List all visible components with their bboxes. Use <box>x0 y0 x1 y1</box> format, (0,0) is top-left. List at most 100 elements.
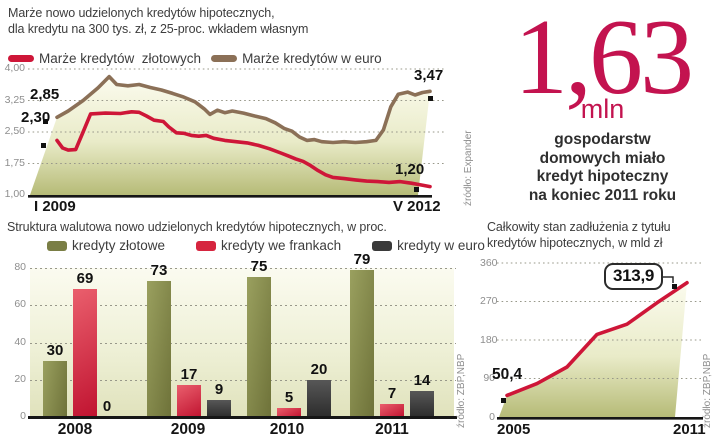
big-stat-description: gospodarstw domowych miało kredyt hipote… <box>485 131 720 205</box>
y-tick-label: 80 <box>14 261 26 273</box>
debt-title-line2: kredytów hipotecznych, w mld zł <box>487 235 663 250</box>
big-stat-desc-line4: na koniec 2011 roku <box>528 186 677 204</box>
margins-plot-svg <box>28 68 444 198</box>
y-tick-label: 60 <box>14 298 26 311</box>
debt-chart-title: Całkowity stan zadłużenia z tytułu kredy… <box>487 220 671 251</box>
euro-bar-swatch-icon <box>372 240 393 251</box>
big-stat-panel: 1,63 mln gospodarstw domowych miało kred… <box>485 0 720 215</box>
point-marker <box>414 187 419 192</box>
y-tick-label: 0 <box>20 410 26 422</box>
zloty-start-value-label: 2,30 <box>21 109 51 126</box>
bar-2010 <box>277 407 301 417</box>
y-tick-label: 4,00 <box>4 62 25 74</box>
gridline <box>30 305 456 307</box>
point-marker <box>672 284 677 289</box>
currency-plot: 30 69 0 73 17 9 75 5 20 79 7 14 <box>30 251 456 417</box>
x-axis-year-label: 2011 <box>375 421 409 438</box>
debt-plot <box>497 255 703 421</box>
frank-bar-swatch-icon <box>196 240 217 251</box>
y-tick-label: 90 <box>483 372 495 384</box>
debt-chart-panel: Całkowity stan zadłużenia z tytułu kredy… <box>480 215 720 448</box>
legend-label-zloty: Marże kredytów złotowych <box>39 51 202 66</box>
y-tick-label: 180 <box>480 333 498 346</box>
big-stat-unit: mln <box>580 94 625 124</box>
big-stat-desc-line3: kredyt hipoteczny <box>536 168 669 185</box>
gridline <box>30 268 456 269</box>
zloty-bar-swatch-icon <box>47 240 67 251</box>
debt-plot-svg <box>497 262 703 420</box>
bar-2008 <box>73 288 97 417</box>
currency-source: źródło: ZBP,NBP <box>456 353 467 428</box>
y-tick-label: 1,00 <box>4 188 25 200</box>
y-tick-label: 360 <box>480 256 498 269</box>
legend-item-zloty: Marże kredytów złotowych <box>8 51 201 66</box>
bar-value-label: 20 <box>310 360 328 378</box>
debt-start-value-label: 50,4 <box>492 366 523 383</box>
zloty-line-swatch-icon <box>8 55 34 62</box>
bar-2010 <box>307 379 331 417</box>
zloty-margin-line <box>55 109 432 189</box>
euro-line-swatch-icon <box>211 55 238 62</box>
legend-item-eurobar: kredyty w euro <box>372 238 485 253</box>
y-tick-label: 20 <box>14 372 26 385</box>
bar-value-label: 30 <box>46 342 64 360</box>
y-tick-label: 0 <box>489 410 495 423</box>
gridline <box>30 379 456 381</box>
bar-value-label: 73 <box>150 262 168 279</box>
margins-title-line1: Marże nowo udzielonych kredytów hipotecz… <box>8 6 275 20</box>
legend-label-eurobar: kredyty w euro <box>397 238 485 253</box>
x-axis-start-label: I 2009 <box>34 198 76 215</box>
bar-2009 <box>147 281 171 417</box>
currency-structure-panel: Struktura walutowa nowo udzielonych kred… <box>0 215 485 448</box>
point-marker <box>43 119 48 124</box>
currency-chart-title: Struktura walutowa nowo udzielonych kred… <box>7 220 387 234</box>
big-stat-desc-line2: domowych miało <box>539 149 666 167</box>
bar-value-label: 69 <box>76 269 94 287</box>
y-tick-label: 2,50 <box>4 125 25 137</box>
bar-value-label: 75 <box>250 258 268 276</box>
bar-value-label: 9 <box>214 381 224 399</box>
currency-x-axis <box>28 416 457 419</box>
euro-margin-line <box>55 74 432 145</box>
bar-value-label: 5 <box>284 388 294 406</box>
legend-label-franki: kredyty we frankach <box>221 238 342 253</box>
bar-2011 <box>380 404 404 417</box>
debt-source: źródło: ZBP,NBP <box>702 353 713 428</box>
currency-legend: kredyty złotowe kredyty we frankach kred… <box>47 238 485 253</box>
bar-2010 <box>247 277 271 417</box>
margins-legend: Marże kredytów złotowych Marże kredytów … <box>8 51 382 66</box>
big-stat-desc-line1: gospodarstw <box>554 131 651 148</box>
euro-area-fill <box>30 76 430 195</box>
debt-x-end-label: 2011 <box>673 421 706 438</box>
euro-start-value-label: 2,85 <box>30 86 60 103</box>
bar-value-label: 17 <box>180 366 198 384</box>
y-tick-label: 1,75 <box>4 156 25 169</box>
margins-chart-title: Marże nowo udzielonych kredytów hipotecz… <box>8 6 308 37</box>
point-marker <box>41 143 46 148</box>
y-tick-label: 40 <box>14 335 26 348</box>
legend-item-zlotowe: kredyty złotowe <box>47 238 165 253</box>
bar-value-label: 0 <box>102 398 112 415</box>
bar-2009 <box>207 400 231 417</box>
debt-end-callout: 313,9 <box>604 263 664 290</box>
legend-item-euro: Marże kredytów w euro <box>211 51 382 66</box>
legend-label-zlotowe: kredyty złotowe <box>72 238 166 253</box>
bar-value-label: 79 <box>353 250 371 268</box>
debt-x-start-label: 2005 <box>497 421 531 438</box>
zloty-end-value-label: 1,20 <box>395 161 425 178</box>
bar-2011 <box>350 269 374 417</box>
gridline <box>30 342 456 344</box>
margins-plot <box>28 66 444 199</box>
margins-source: źródło: Expander <box>463 130 474 206</box>
bar-2009 <box>177 385 201 417</box>
point-marker <box>428 96 433 101</box>
margins-title-line2: dla kredytu na 300 tys. zł, z 25-proc. w… <box>8 21 309 36</box>
x-axis-year-label: 2009 <box>170 421 206 438</box>
point-marker <box>501 398 506 403</box>
x-axis-year-label: 2010 <box>269 421 305 438</box>
debt-line <box>505 280 689 398</box>
legend-label-euro: Marże kredytów w euro <box>242 51 382 66</box>
bar-2008 <box>43 361 67 417</box>
debt-title-line1: Całkowity stan zadłużenia z tytułu <box>487 220 671 234</box>
